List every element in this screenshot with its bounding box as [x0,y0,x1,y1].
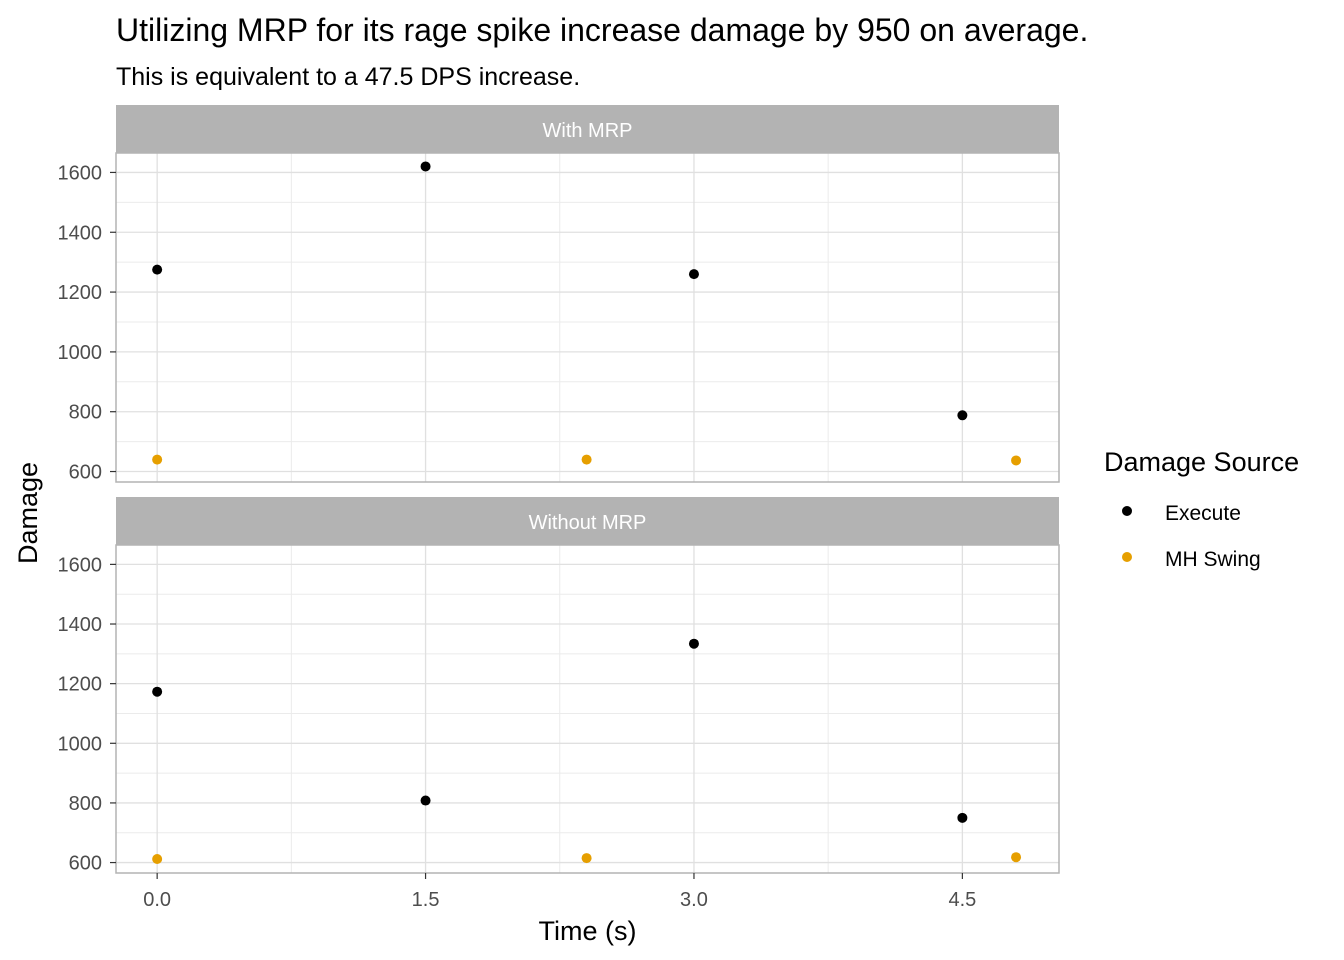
facet-strip-with-mrp [116,105,1059,153]
legend-key-mh-swing [1122,552,1132,562]
legend-title: Damage Source [1104,447,1299,477]
data-point-execute [957,410,968,421]
panel-border [115,152,1060,483]
data-point-execute [957,812,968,823]
y-tick-label: 1000 [58,342,103,364]
y-tick-label: 600 [69,462,102,484]
x-axis-title: Time (s) [539,916,637,946]
chart-subtitle: This is equivalent to a 47.5 DPS increas… [116,63,580,91]
data-point-mh-swing [1011,455,1022,466]
legend-key-execute [1122,506,1132,516]
data-point-execute [420,161,431,172]
facet-panel-without-mrp: Without MRP 600 800 1000 1200 1400 1600 [58,497,1060,879]
data-point-mh-swing [152,454,163,465]
y-tick-label: 800 [69,402,102,424]
x-tick-label: 4.5 [948,889,976,911]
y-tick-label: 800 [69,793,102,815]
data-point-execute [688,269,699,280]
panel-plot-with-mrp: 600 800 1000 1200 1400 1600 [58,152,1060,484]
y-tick-label: 1000 [58,733,103,755]
data-point-mh-swing [581,454,592,465]
panel-border [115,544,1060,874]
x-tick-label: 1.5 [412,889,440,911]
y-axis-title: Damage [13,462,43,564]
y-tick-label: 1400 [58,222,103,244]
panel-plot-without-mrp: 600 800 1000 1200 1400 1600 [58,544,1060,879]
y-tick-label: 600 [69,853,102,875]
x-tick-label: 3.0 [680,889,708,911]
y-tick-label: 1200 [58,674,103,696]
y-tick-label: 1200 [58,282,103,304]
x-axis-tick-labels: 0.0 1.5 3.0 4.5 [143,889,976,911]
data-point-execute [152,264,163,275]
facet-strip-label-with-mrp: With MRP [543,120,633,142]
legend-label-mh-swing: MH Swing [1165,548,1261,571]
data-point-mh-swing [152,853,163,864]
legend: Damage Source Execute MH Swing [1104,447,1299,571]
chart-title: Utilizing MRP for its rage spike increas… [116,12,1088,48]
facet-strip-label-without-mrp: Without MRP [529,512,647,534]
facet-panel-with-mrp: With MRP 600 800 1000 1200 1400 1600 [58,105,1060,484]
data-point-mh-swing [1011,852,1022,863]
facet-strip-without-mrp [116,497,1059,545]
data-point-execute [688,638,699,649]
y-tick-label: 1400 [58,614,103,636]
data-point-mh-swing [581,853,592,864]
y-tick-label: 1600 [58,162,103,184]
data-point-execute [420,795,431,806]
legend-label-execute: Execute [1165,502,1241,525]
y-tick-label: 1600 [58,554,103,576]
x-tick-label: 0.0 [143,889,171,911]
data-point-execute [152,686,163,697]
